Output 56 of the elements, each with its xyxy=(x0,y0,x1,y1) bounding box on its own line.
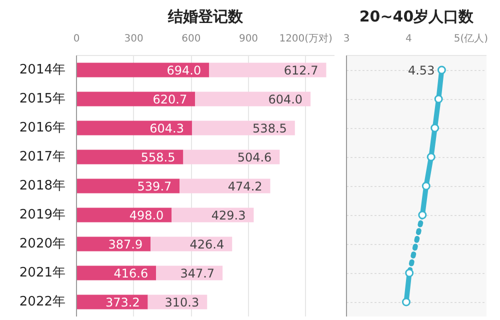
point xyxy=(418,210,427,220)
y-tick-label: 2022年 xyxy=(19,294,66,310)
data-label: 474.2 xyxy=(228,180,262,194)
chart-title: 20~40岁人口数 xyxy=(359,8,475,26)
bar xyxy=(180,178,270,194)
point xyxy=(437,66,446,74)
y-tick-label: 2017年 xyxy=(19,150,66,164)
x-tick-label: 600 xyxy=(182,34,201,44)
data-label: 604.3 xyxy=(150,122,184,136)
y-tick-label: 2019年 xyxy=(19,208,66,222)
data-label: 558.5 xyxy=(140,150,176,164)
data-label: 612.7 xyxy=(284,64,318,78)
data-label: 310.3 xyxy=(164,296,200,310)
point xyxy=(434,94,443,104)
x-tick-label: 900 xyxy=(238,34,258,44)
data-label: 416.6 xyxy=(114,266,148,280)
x-tick-label: 4 xyxy=(406,34,412,44)
data-label: 429.3 xyxy=(211,208,246,222)
data-label: 426.4 xyxy=(190,238,224,252)
x-tick-label: 300 xyxy=(124,34,144,44)
data-label: 4.53 xyxy=(408,64,435,78)
data-label: 538.5 xyxy=(252,122,287,136)
y-tick-label: 2020年 xyxy=(19,236,66,252)
data-label: 539.7 xyxy=(137,180,172,194)
y-tick-label: 2014年 xyxy=(19,62,66,78)
data-label: 347.7 xyxy=(180,266,215,280)
data-label: 604.0 xyxy=(268,92,303,106)
point xyxy=(402,298,410,306)
x-tick-label: 3 xyxy=(343,34,350,44)
x-tick-label: 1200(万对) xyxy=(279,32,333,44)
data-label: 498.0 xyxy=(129,208,164,222)
y-tick-label: 2015年 xyxy=(19,92,66,106)
bar xyxy=(183,150,280,164)
y-tick-label: 2018年 xyxy=(19,178,66,194)
data-label: 694.0 xyxy=(166,64,202,78)
point xyxy=(405,268,414,278)
bar xyxy=(76,62,210,78)
bar xyxy=(76,92,196,106)
data-label: 504.6 xyxy=(237,150,272,164)
x-tick-label: 5(亿人) xyxy=(454,34,488,44)
bar xyxy=(76,150,184,164)
point xyxy=(426,152,436,162)
chart-title: 结婚登记数 xyxy=(167,8,244,26)
data-label: 620.7 xyxy=(152,92,188,106)
data-label: 387.9 xyxy=(108,238,143,252)
data-label: 373.2 xyxy=(105,296,140,310)
bar xyxy=(195,92,311,106)
y-tick-label: 2021年 xyxy=(19,266,66,280)
y-tick-label: 2016年 xyxy=(19,120,66,136)
bar xyxy=(76,178,180,194)
x-tick-label: 0 xyxy=(73,34,80,44)
bar xyxy=(76,120,192,136)
point xyxy=(422,182,430,190)
point xyxy=(430,124,440,132)
bar xyxy=(192,120,295,136)
bar xyxy=(209,62,326,78)
